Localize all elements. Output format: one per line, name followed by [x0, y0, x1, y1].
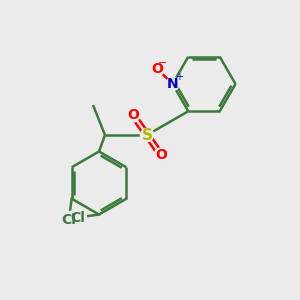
Circle shape: [151, 63, 164, 76]
Circle shape: [60, 211, 77, 228]
Circle shape: [70, 209, 86, 226]
Circle shape: [166, 77, 179, 91]
Text: +: +: [175, 72, 183, 82]
Text: Cl: Cl: [70, 211, 86, 224]
Circle shape: [140, 128, 154, 142]
Text: −: −: [158, 58, 167, 68]
Text: S: S: [142, 128, 152, 142]
Text: O: O: [155, 148, 167, 162]
Circle shape: [154, 148, 167, 161]
Text: Cl: Cl: [61, 213, 76, 227]
Text: N: N: [167, 77, 178, 91]
Circle shape: [127, 109, 140, 122]
Text: O: O: [127, 108, 139, 122]
Text: O: O: [152, 62, 164, 76]
